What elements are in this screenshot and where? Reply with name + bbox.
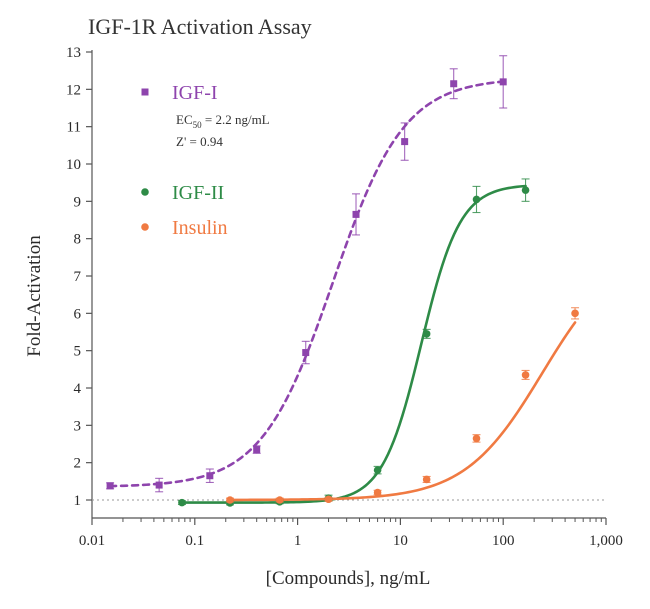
data-point-insulin bbox=[324, 495, 333, 504]
data-point-igf-ii bbox=[178, 498, 186, 507]
y-tick-label: 13 bbox=[66, 45, 81, 61]
legend-marker-insulin bbox=[141, 223, 149, 231]
data-point-igf-ii bbox=[373, 466, 382, 474]
data-point-insulin bbox=[472, 434, 481, 443]
y-tick-label: 2 bbox=[74, 456, 82, 472]
x-tick-label: 100 bbox=[492, 533, 515, 549]
legend-label-insulin: Insulin bbox=[172, 217, 228, 239]
fit-curve-insulin bbox=[228, 321, 577, 502]
x-tick-label: 1 bbox=[294, 533, 302, 549]
y-tick-label: 9 bbox=[74, 194, 82, 210]
y-tick-label: 11 bbox=[67, 120, 81, 136]
y-tick-label: 3 bbox=[74, 418, 82, 434]
data-point-insulin bbox=[226, 496, 234, 504]
legend-marker-igf-i bbox=[141, 88, 149, 96]
data-point-igf-ii bbox=[472, 195, 481, 204]
y-tick-label: 8 bbox=[74, 232, 82, 248]
data-point-igf-i bbox=[450, 80, 458, 88]
fit-curve-igf-ii bbox=[180, 184, 527, 504]
x-tick-label: 10 bbox=[393, 533, 408, 549]
y-tick-label: 1 bbox=[74, 493, 82, 509]
data-point-igf-i bbox=[401, 138, 409, 146]
y-tick-label: 5 bbox=[74, 344, 82, 360]
data-point-igf-i bbox=[206, 472, 214, 480]
data-point-insulin bbox=[275, 496, 284, 504]
chart-title: IGF-1R Activation Assay bbox=[88, 14, 312, 39]
x-tick-label: 0.01 bbox=[79, 533, 105, 549]
x-tick-label: 0.1 bbox=[185, 533, 204, 549]
data-point-igf-i bbox=[106, 482, 114, 490]
legend: IGF-I IGF-II Insulin EC50 = 2.2 ng/mL Z' = 0… bbox=[141, 82, 270, 239]
data-point-insulin bbox=[571, 309, 579, 318]
data-points-layer bbox=[106, 55, 580, 507]
data-point-igf-i bbox=[155, 481, 163, 489]
x-tick-label: 1,000 bbox=[589, 533, 623, 549]
data-point-igf-ii bbox=[521, 186, 530, 194]
legend-label-igf-i: IGF-I bbox=[172, 82, 218, 104]
legend-marker-igf-ii bbox=[141, 188, 149, 196]
data-point-igf-i bbox=[352, 210, 360, 218]
fit-curves-layer bbox=[108, 80, 577, 504]
x-axis-label: [Compounds], ng/mL bbox=[266, 568, 431, 589]
data-point-insulin bbox=[422, 475, 431, 484]
data-point-insulin bbox=[373, 488, 382, 497]
y-tick-label: 7 bbox=[74, 269, 82, 285]
data-point-igf-ii bbox=[422, 330, 431, 338]
ec50-annotation: EC50 = 2.2 ng/mL bbox=[176, 112, 270, 130]
zprime-annotation: Z' = 0.94 bbox=[176, 134, 223, 149]
fit-curve-igf-i bbox=[108, 80, 505, 488]
data-point-insulin bbox=[521, 371, 530, 379]
legend-label-igf-ii: IGF-II bbox=[172, 182, 224, 204]
data-point-igf-i bbox=[302, 349, 310, 357]
y-tick-label: 12 bbox=[66, 82, 81, 98]
data-point-igf-i bbox=[253, 446, 261, 454]
y-tick-label: 10 bbox=[66, 157, 81, 173]
y-axis-label: Fold-Activation bbox=[24, 235, 45, 357]
y-tick-label: 6 bbox=[74, 306, 82, 322]
data-point-igf-i bbox=[499, 78, 507, 86]
y-tick-label: 4 bbox=[74, 381, 82, 397]
